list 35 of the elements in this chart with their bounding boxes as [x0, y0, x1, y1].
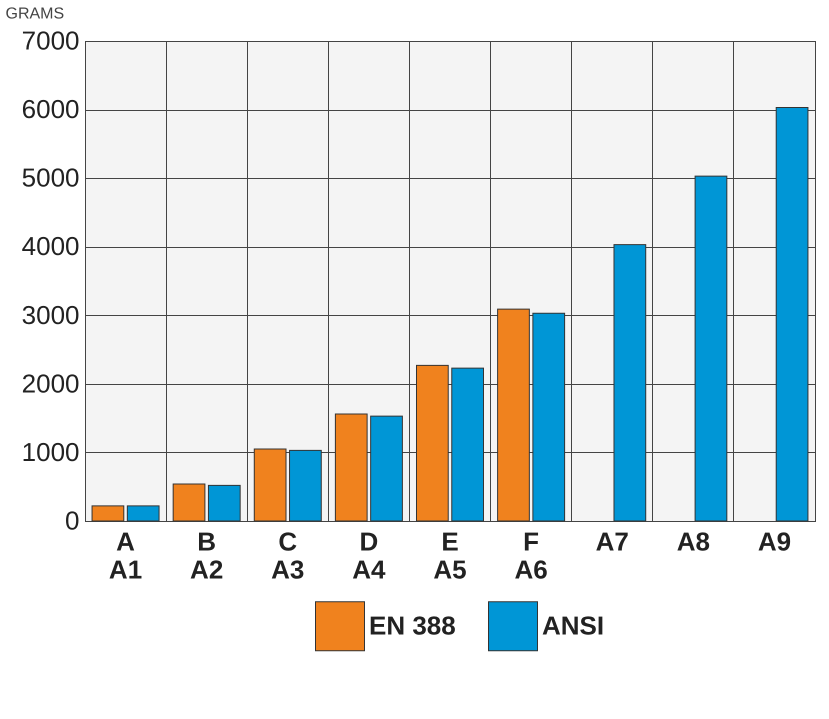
bar: [254, 448, 287, 522]
y-tick-label: 0: [65, 506, 80, 536]
bar: [172, 483, 206, 522]
bar: [532, 312, 566, 522]
bar: [126, 505, 160, 522]
legend-label: ANSI: [542, 610, 604, 640]
bar: [289, 450, 322, 522]
x-tick-label: A8: [676, 526, 710, 556]
bar: [208, 484, 241, 522]
bar: [416, 364, 449, 522]
y-tick-label: 5000: [22, 162, 80, 193]
x-tick-label: A7: [596, 526, 629, 556]
x-tick-label: A9: [758, 526, 792, 556]
bar: [451, 368, 484, 522]
legend-label: EN 388: [369, 610, 456, 640]
y-axis-title: GRAMS: [6, 6, 64, 22]
y-tick-label: 3000: [22, 300, 80, 330]
x-tick-label: B A2: [190, 526, 224, 584]
y-tick-label: 7000: [22, 26, 80, 56]
x-tick-label: D A4: [352, 526, 386, 584]
bar: [92, 505, 124, 522]
x-tick-label: A A1: [108, 526, 142, 584]
bar: [776, 107, 808, 522]
y-tick-label: 1000: [22, 436, 80, 467]
bar: [694, 176, 728, 522]
y-tick-label: 2000: [22, 368, 80, 398]
x-tick-label: F A6: [514, 526, 548, 584]
x-tick-label: E A5: [433, 526, 467, 584]
bar: [613, 244, 646, 522]
x-tick-label: C A3: [271, 526, 304, 584]
y-tick-label: 6000: [22, 94, 80, 124]
bar: [334, 414, 368, 522]
bar: [497, 308, 530, 522]
bar: [370, 416, 403, 522]
y-tick-label: 4000: [22, 231, 80, 262]
